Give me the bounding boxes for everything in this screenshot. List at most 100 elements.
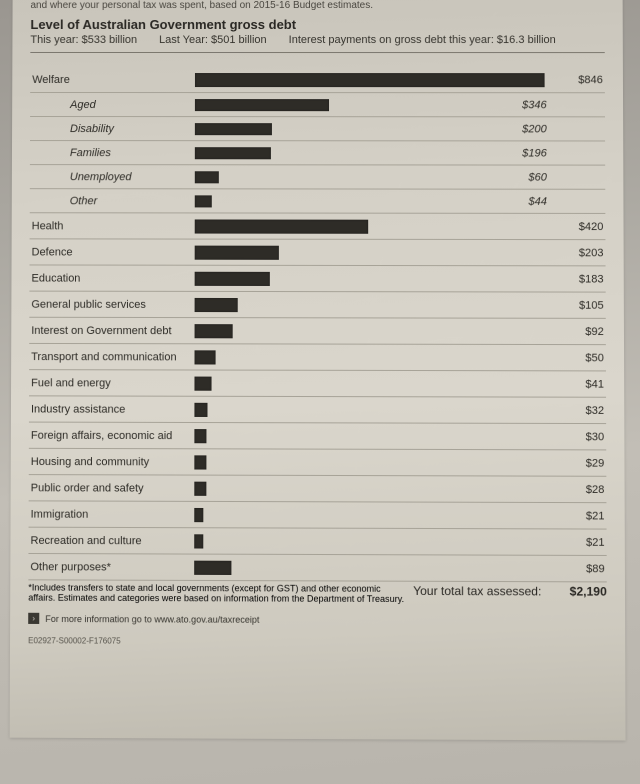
spending-subrow: Aged$346 [30, 93, 605, 117]
row-value: $41 [545, 378, 606, 390]
row-label: Public order and safety [29, 482, 195, 495]
row-value: $92 [545, 325, 606, 337]
spending-subrow: Families $196 [30, 141, 605, 166]
more-info-line: › For more information go to www.ato.gov… [28, 613, 607, 626]
spending-row: Recreation and culture $21 [28, 528, 606, 556]
bar-fill [195, 171, 219, 183]
bar-fill [195, 324, 233, 338]
row-value: $21 [546, 536, 607, 548]
debt-header-title: Level of Australian Government gross deb… [30, 17, 604, 32]
row-label: Interest on Government debt [29, 324, 194, 336]
row-value: $420 [545, 220, 605, 232]
bar-fill [195, 123, 272, 135]
row-label: Recreation and culture [28, 534, 194, 547]
bar-track [195, 141, 522, 164]
bar-track [195, 344, 546, 370]
bar-fill [195, 195, 212, 207]
chevron-right-icon: › [28, 613, 39, 624]
spending-row: Public order and safety $28 [29, 475, 607, 503]
row-value: $30 [546, 431, 607, 443]
row-value: $346 [522, 99, 605, 111]
row-value: $183 [545, 273, 605, 285]
row-value: $32 [546, 404, 607, 416]
bar-fill [195, 147, 271, 159]
bar-fill [194, 481, 206, 495]
bar-fill [194, 507, 203, 521]
bar-fill [194, 402, 207, 416]
spending-row: Welfare $846 [30, 67, 605, 93]
row-label: Foreign affairs, economic aid [29, 429, 195, 442]
bar-track [195, 292, 546, 318]
bar-fill [194, 455, 206, 469]
row-label: Health [30, 220, 195, 232]
total-assessed-label: Your total tax assessed: [413, 584, 541, 605]
bar-track [195, 117, 522, 140]
spending-row: Industry assistance $32 [29, 396, 606, 424]
row-value: $196 [522, 147, 605, 159]
more-info-text: For more information go to www.ato.gov.a… [45, 613, 259, 624]
bar-track [195, 240, 545, 266]
row-label: Families [30, 147, 195, 159]
debt-header-stats: This year: $533 billion Last Year: $501 … [30, 34, 604, 53]
bar-track [194, 528, 546, 555]
spending-row: Education$183 [29, 265, 605, 292]
row-label: Transport and communication [29, 350, 194, 362]
row-value: $50 [545, 352, 606, 364]
bar-track [195, 93, 522, 116]
spending-row: Immigration $21 [29, 501, 607, 529]
spending-row: Health $420 [30, 213, 606, 240]
spending-row: Housing and community$29 [29, 449, 607, 477]
bar-track [195, 189, 529, 213]
row-value: $105 [545, 299, 605, 311]
row-value: $21 [546, 510, 607, 522]
bar-track [194, 397, 545, 423]
spending-row: Other purposes*$89 [28, 554, 606, 582]
debt-last-year: Last Year: $501 billion [159, 34, 267, 46]
bar-fill [194, 429, 206, 443]
bar-track [195, 266, 546, 292]
reference-code: E02927-S00002-F176075 [28, 636, 607, 647]
row-label: Industry assistance [29, 403, 194, 416]
bar-track [195, 318, 546, 344]
row-label: Unemployed [30, 171, 195, 183]
row-value: $28 [546, 483, 607, 495]
bar-track [194, 371, 545, 397]
row-label: Fuel and energy [29, 377, 194, 389]
bar-fill [194, 534, 203, 548]
spending-row: Transport and communication $50 [29, 344, 606, 371]
spending-row: General public services$105 [29, 292, 605, 319]
cropped-intro-line: and where your personal tax was spent, b… [30, 0, 604, 11]
row-value: $846 [545, 74, 605, 86]
row-label: Welfare [30, 73, 195, 85]
bar-fill [194, 376, 211, 390]
spending-row: Foreign affairs, economic aid $30 [29, 423, 606, 451]
bar-track [194, 502, 546, 528]
bar-fill [195, 271, 271, 285]
spending-row: Fuel and energy $41 [29, 370, 606, 398]
bar-track [194, 449, 545, 475]
spending-row: Interest on Government debt $92 [29, 318, 606, 345]
bar-track [194, 423, 545, 449]
row-label: Housing and community [29, 455, 195, 468]
row-label: Other [30, 195, 195, 207]
row-value: $89 [546, 562, 607, 574]
row-value: $203 [545, 247, 605, 259]
spending-subrow: Disability$200 [30, 117, 605, 141]
row-value: $200 [522, 123, 605, 135]
footnote-text: *Includes transfers to state and local g… [28, 582, 413, 604]
bar-fill [195, 245, 279, 259]
spending-subrow: Other $44 [30, 189, 606, 214]
row-value: $44 [528, 195, 605, 207]
bar-track [195, 67, 545, 92]
row-label: Immigration [29, 508, 195, 521]
bar-track [195, 213, 545, 239]
row-value: $60 [528, 171, 605, 183]
bar-fill [194, 560, 231, 574]
total-assessed-value: $2,190 [570, 584, 607, 604]
bar-fill [195, 219, 369, 233]
bar-fill [195, 99, 329, 111]
tax-receipt-document: and where your personal tax was spent, b… [10, 0, 626, 741]
row-label: Defence [30, 246, 195, 258]
footer-total-row: *Includes transfers to state and local g… [28, 582, 607, 604]
spending-subrow: Unemployed $60 [30, 165, 605, 190]
